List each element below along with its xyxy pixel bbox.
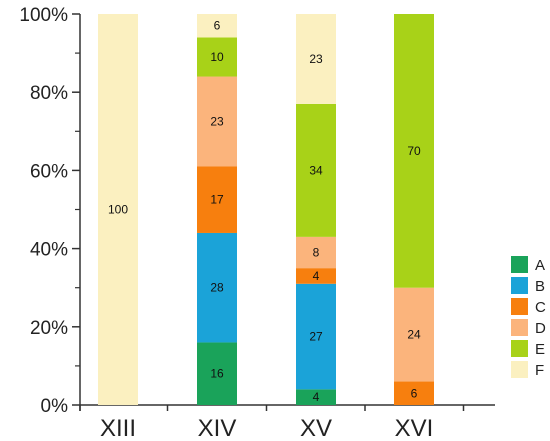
bar-segment bbox=[197, 76, 237, 167]
bar-data-label: 16 bbox=[210, 367, 224, 381]
bar-data-label: 24 bbox=[407, 328, 421, 342]
bar-segment bbox=[197, 166, 237, 233]
bar-data-label: 34 bbox=[309, 163, 323, 177]
x-tick-label: XV bbox=[300, 415, 332, 441]
bar-segment bbox=[296, 283, 336, 390]
bar-data-label: 8 bbox=[313, 246, 320, 260]
legend-swatch bbox=[511, 361, 528, 378]
chart-segment-labels: 100 16 28 17 23 10 6 4 27 4 8 34 23 6 24 70 bbox=[108, 19, 421, 404]
bar-data-label: 23 bbox=[309, 52, 323, 66]
legend-label: B bbox=[535, 278, 545, 295]
y-tick-label: 20% bbox=[30, 318, 68, 339]
legend-swatch bbox=[511, 340, 528, 357]
legend-label: A bbox=[535, 257, 545, 274]
legend-swatch bbox=[511, 277, 528, 294]
y-tick-label: 100% bbox=[19, 5, 68, 26]
legend-label: F bbox=[535, 362, 544, 379]
bar-segment bbox=[296, 236, 336, 269]
bar-data-label: 23 bbox=[210, 115, 224, 129]
bar-segment bbox=[394, 381, 434, 405]
bar-segment bbox=[296, 14, 336, 104]
y-tick-label: 60% bbox=[30, 161, 68, 182]
bar-data-label: 6 bbox=[214, 19, 221, 33]
bar-segment bbox=[394, 14, 434, 288]
y-tick-label: 80% bbox=[30, 83, 68, 104]
bar-data-label: 28 bbox=[210, 281, 224, 295]
legend-swatch bbox=[511, 298, 528, 315]
y-tick-label: 40% bbox=[30, 240, 68, 261]
legend-label: D bbox=[535, 320, 546, 337]
x-tick-label: XIII bbox=[100, 415, 136, 441]
bar-data-label: 4 bbox=[313, 390, 320, 404]
bar-segment bbox=[296, 389, 336, 405]
bar-segment bbox=[197, 14, 237, 38]
bar-data-label: 27 bbox=[309, 330, 323, 344]
bar-data-label: 6 bbox=[411, 386, 418, 400]
bar-data-label: 4 bbox=[313, 269, 320, 283]
bar-segment bbox=[98, 14, 138, 405]
bar-segment bbox=[197, 232, 237, 343]
bar-segment bbox=[296, 268, 336, 284]
y-tick-label: 0% bbox=[41, 396, 69, 417]
legend-label: C bbox=[535, 299, 546, 316]
bar-segment bbox=[296, 103, 336, 237]
legend-swatch bbox=[511, 319, 528, 336]
x-tick-label: XIV bbox=[198, 415, 237, 441]
bar-data-label: 70 bbox=[407, 144, 421, 158]
bar-data-label: 100 bbox=[108, 203, 128, 217]
bar-segment bbox=[394, 287, 434, 382]
bar-segment bbox=[197, 342, 237, 405]
x-tick-label: XVI bbox=[395, 415, 434, 441]
bar-data-label: 10 bbox=[210, 50, 224, 64]
chart-bars bbox=[98, 14, 434, 405]
legend-label: E bbox=[535, 341, 545, 358]
bar-segment bbox=[197, 37, 237, 77]
bar-data-label: 17 bbox=[210, 193, 224, 207]
legend-swatch bbox=[511, 256, 528, 273]
chart-axes: 0% 20% 40% 60% 80% 100% XIII XIV XV XVI bbox=[19, 5, 495, 441]
